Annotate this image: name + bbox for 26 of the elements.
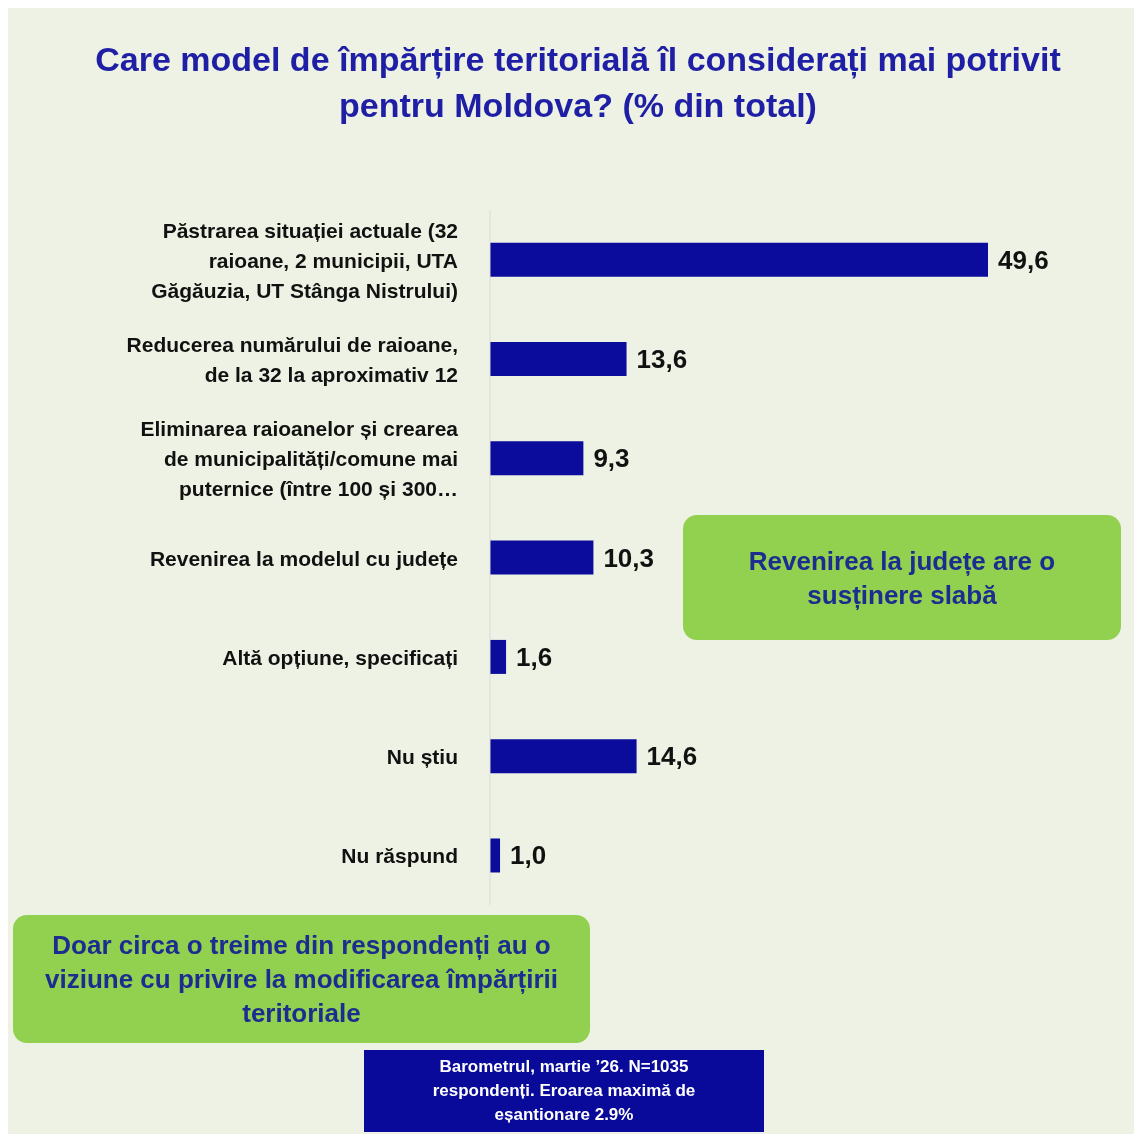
- y-tick-label: Revenirea la modelul cu județe: [149, 546, 458, 569]
- bar: [490, 342, 627, 377]
- callout-box: Barometrul, martie ’26. N=1035 respondenți. Eroarea maximă de eșantionare 2.9%: [364, 1050, 764, 1132]
- chart-title: Care model de împărțire teritorială îl considerați mai potrivit pentru Moldova? (% din total): [94, 39, 1062, 126]
- data-label: 49,6: [998, 244, 1049, 275]
- bar: [490, 441, 584, 476]
- data-label: 14,6: [646, 741, 698, 772]
- y-tick-label: Reducerea numărului de raioane, de la 32 la aproximativ 12: [126, 332, 458, 386]
- callout-box: Doar circa o treime din respondenți au o viziune cu privire la modificarea împărțirii teritoriale: [13, 915, 590, 1043]
- y-tick-label: Nu răspund: [341, 843, 458, 867]
- bar: [490, 639, 507, 674]
- y-tick-label: Altă opțiune, specificați: [222, 645, 458, 669]
- bar: [490, 242, 988, 277]
- annotation: Revenirea la județe are o susținere slabă: [747, 544, 1057, 612]
- callout-box: Revenirea la județe are o susținere slabă: [683, 515, 1121, 640]
- data-label: 1,6: [516, 641, 553, 672]
- data-label: 1,0: [510, 840, 547, 871]
- y-tick-label: Păstrarea situației actuale (32 raioane, 2 municipii, UTA Găgăuzia, UT Stânga Nistrului): [151, 218, 458, 302]
- data-label: 9,3: [593, 443, 630, 474]
- y-tick-label: Eliminarea raioanelor și crearea de municipalități/comune mai puternice (între 100 și 300…: [140, 416, 459, 500]
- bar: [490, 540, 594, 575]
- y-tick-label: Nu știu: [386, 744, 458, 768]
- bar: [490, 838, 501, 873]
- data-label: 10,3: [603, 542, 655, 573]
- bar: [490, 739, 637, 774]
- data-label: 13,6: [636, 344, 688, 375]
